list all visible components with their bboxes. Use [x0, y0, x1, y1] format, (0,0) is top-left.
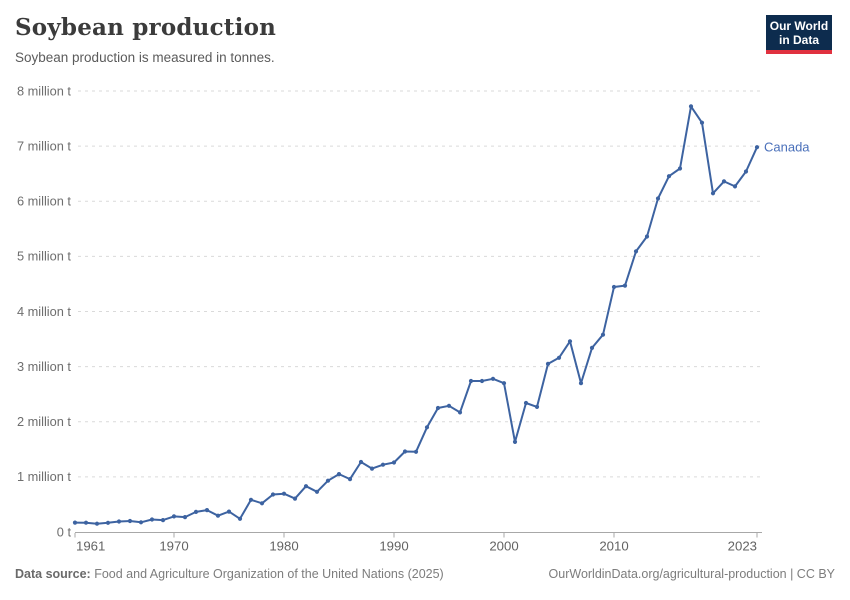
data-point-marker[interactable]: [336, 472, 342, 477]
data-point-marker[interactable]: [292, 496, 298, 501]
data-point-marker[interactable]: [193, 509, 199, 514]
y-tick-label: 6 million t: [17, 194, 71, 209]
data-point-marker[interactable]: [94, 521, 100, 526]
data-point-marker[interactable]: [215, 513, 221, 518]
data-point-marker[interactable]: [512, 439, 518, 444]
y-tick-label: 1 million t: [17, 469, 71, 484]
data-point-marker[interactable]: [413, 449, 419, 454]
data-point-marker[interactable]: [182, 515, 188, 520]
data-point-marker[interactable]: [622, 283, 628, 288]
data-point-marker[interactable]: [171, 514, 177, 519]
data-point-marker[interactable]: [633, 249, 639, 254]
series-label-canada[interactable]: Canada: [764, 139, 810, 154]
data-point-marker[interactable]: [677, 166, 683, 171]
data-source-text: Food and Agriculture Organization of the…: [90, 567, 444, 581]
data-point-marker[interactable]: [358, 459, 364, 465]
data-point-marker[interactable]: [523, 400, 529, 406]
data-point-marker[interactable]: [204, 508, 210, 513]
owid-logo-line1: Our World: [769, 19, 829, 33]
data-point-marker[interactable]: [281, 491, 287, 496]
data-point-marker[interactable]: [402, 449, 408, 454]
data-point-marker[interactable]: [160, 518, 166, 523]
data-point-marker[interactable]: [259, 501, 265, 506]
data-point-marker[interactable]: [369, 466, 375, 471]
data-source-label: Data source:: [15, 567, 91, 581]
owid-logo[interactable]: Our World in Data: [766, 15, 832, 54]
y-tick-label: 3 million t: [17, 359, 71, 374]
data-series-line[interactable]: [74, 105, 758, 525]
data-point-marker[interactable]: [72, 520, 78, 525]
data-point-marker[interactable]: [391, 460, 397, 465]
data-point-marker[interactable]: [435, 405, 441, 411]
data-point-marker[interactable]: [424, 425, 430, 430]
data-point-marker[interactable]: [721, 179, 727, 184]
data-point-marker[interactable]: [556, 355, 562, 360]
y-tick-label: 2 million t: [17, 414, 71, 429]
data-point-marker[interactable]: [83, 520, 89, 525]
chart-footer: Data source: Food and Agriculture Organi…: [15, 567, 835, 583]
owid-logo-line2: in Data: [778, 33, 819, 47]
y-tick-label: 4 million t: [17, 304, 71, 319]
data-point-marker[interactable]: [303, 484, 309, 489]
data-point-marker[interactable]: [138, 520, 144, 525]
data-source-note: Data source: Food and Agriculture Organi…: [15, 567, 444, 583]
data-point-marker[interactable]: [688, 104, 694, 109]
license-note: OurWorldinData.org/agricultural-producti…: [548, 567, 835, 581]
x-tick-label: 1961: [76, 539, 105, 554]
y-tick-label: 8 million t: [17, 83, 71, 98]
page-title: Soybean production: [15, 14, 277, 41]
data-point-marker[interactable]: [611, 284, 617, 290]
data-point-marker[interactable]: [743, 169, 749, 174]
y-tick-label: 5 million t: [17, 249, 71, 264]
data-point-marker[interactable]: [248, 497, 254, 502]
x-tick-label: 1980: [269, 539, 298, 554]
data-point-marker[interactable]: [325, 478, 331, 483]
x-tick-label: 2010: [599, 539, 628, 554]
data-point-marker[interactable]: [710, 191, 716, 196]
data-point-marker[interactable]: [116, 519, 122, 524]
data-point-marker[interactable]: [699, 120, 705, 125]
data-point-marker[interactable]: [380, 462, 386, 467]
data-point-marker[interactable]: [567, 339, 573, 344]
data-point-marker[interactable]: [732, 184, 738, 189]
data-point-marker[interactable]: [655, 196, 661, 201]
data-point-marker[interactable]: [589, 345, 595, 350]
data-point-marker[interactable]: [578, 381, 584, 386]
data-point-marker[interactable]: [501, 381, 507, 386]
x-tick-label: 1990: [379, 539, 408, 554]
data-point-marker[interactable]: [545, 361, 551, 366]
data-point-marker[interactable]: [270, 492, 276, 497]
data-series-canada[interactable]: Canada: [72, 104, 810, 526]
data-point-marker[interactable]: [534, 404, 540, 409]
data-point-marker[interactable]: [457, 410, 463, 415]
x-tick-label: 2000: [489, 539, 518, 554]
data-point-marker[interactable]: [127, 518, 133, 524]
y-tick-label: 0 t: [57, 524, 72, 539]
data-point-marker[interactable]: [468, 378, 474, 384]
data-point-marker[interactable]: [237, 516, 243, 521]
data-point-marker[interactable]: [314, 489, 320, 494]
data-point-marker[interactable]: [446, 403, 452, 408]
data-point-marker[interactable]: [600, 332, 606, 337]
x-tick-label: 1970: [159, 539, 188, 554]
chart-subtitle: Soybean production is measured in tonnes…: [15, 49, 275, 65]
data-point-marker[interactable]: [666, 174, 672, 179]
chart-header: Soybean production Soybean production is…: [15, 14, 750, 66]
x-tick-label: 2023: [728, 539, 757, 554]
data-point-marker[interactable]: [490, 376, 496, 381]
data-point-marker[interactable]: [105, 520, 111, 525]
data-point-marker[interactable]: [479, 378, 485, 384]
data-point-marker[interactable]: [754, 145, 760, 150]
data-point-marker[interactable]: [644, 234, 650, 239]
data-point-marker[interactable]: [226, 509, 232, 514]
y-tick-label: 7 million t: [17, 138, 71, 153]
data-point-marker[interactable]: [149, 517, 155, 522]
data-point-marker[interactable]: [347, 477, 353, 482]
